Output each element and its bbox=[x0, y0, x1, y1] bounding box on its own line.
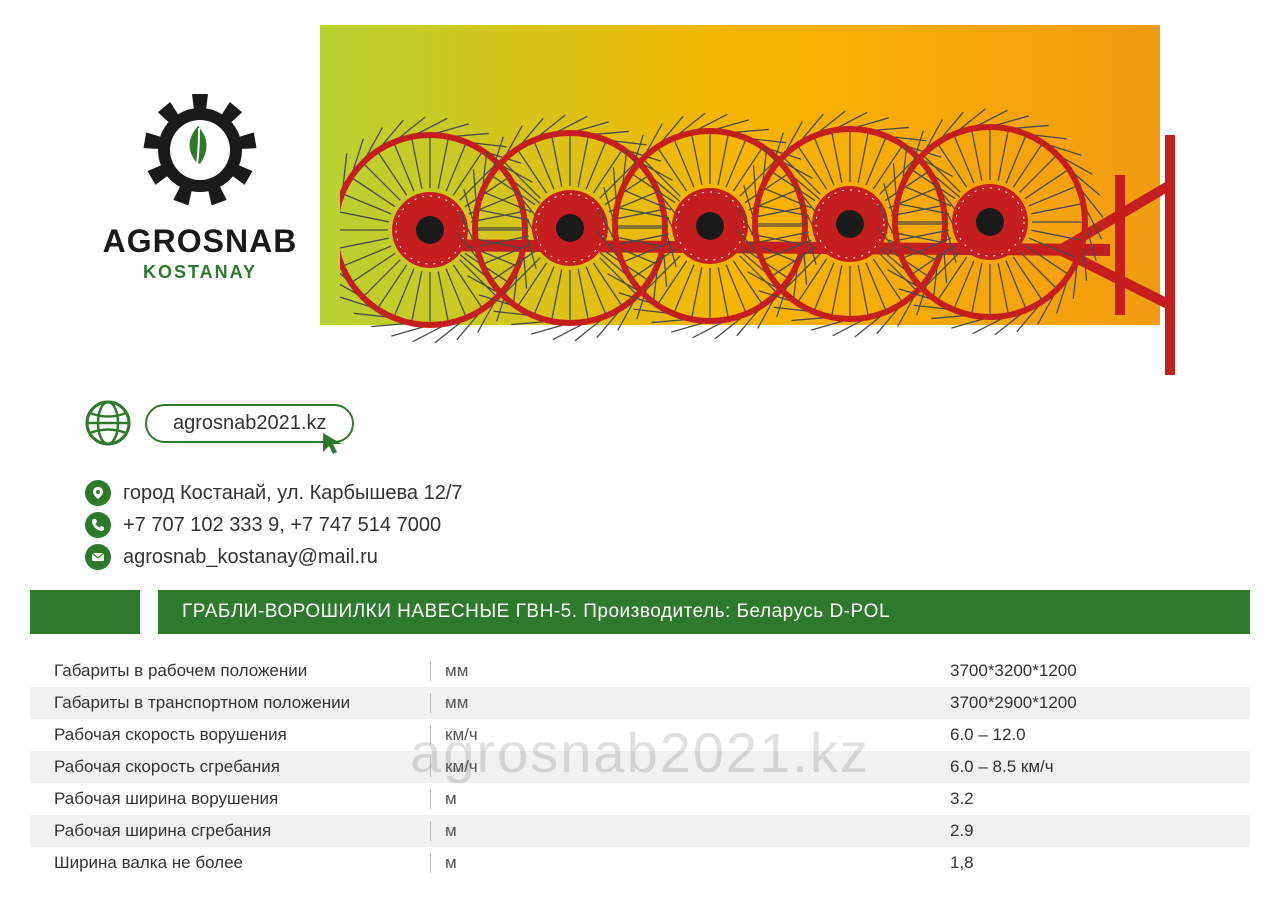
product-title-text: ГРАБЛИ-ВОРОШИЛКИ НАВЕСНЫЕ ГВН-5. Произво… bbox=[182, 601, 890, 623]
spec-value: 6.0 – 12.0 bbox=[570, 725, 1250, 745]
spec-value: 2.9 bbox=[570, 821, 1250, 841]
spec-unit: м bbox=[430, 789, 570, 809]
spec-value: 3.2 bbox=[570, 789, 1250, 809]
title-accent bbox=[30, 590, 140, 634]
product-title-bar: ГРАБЛИ-ВОРОШИЛКИ НАВЕСНЫЕ ГВН-5. Произво… bbox=[158, 590, 1250, 634]
spec-name: Рабочая ширина ворушения bbox=[30, 789, 430, 809]
spec-unit: мм bbox=[430, 693, 570, 713]
logo-title: AGROSNAB bbox=[85, 223, 315, 260]
contact-phone-line: +7 707 102 333 9, +7 747 514 7000 bbox=[85, 512, 463, 538]
website-row: agrosnab2021.kz bbox=[85, 400, 354, 446]
spec-name: Габариты в рабочем положении bbox=[30, 661, 430, 681]
phone-text: +7 707 102 333 9, +7 747 514 7000 bbox=[123, 514, 441, 537]
spec-value: 6.0 – 8.5 км/ч bbox=[570, 757, 1250, 777]
spec-name: Рабочая ширина сгребания bbox=[30, 821, 430, 841]
phone-icon bbox=[85, 512, 111, 538]
table-row: Габариты в рабочем положениимм3700*3200*… bbox=[30, 655, 1250, 687]
spec-unit: км/ч bbox=[430, 725, 570, 745]
contact-block: город Костанай, ул. Карбышева 12/7 +7 70… bbox=[85, 480, 463, 576]
title-bar: ГРАБЛИ-ВОРОШИЛКИ НАВЕСНЫЕ ГВН-5. Произво… bbox=[0, 590, 1280, 634]
contact-address-line: город Костанай, ул. Карбышева 12/7 bbox=[85, 480, 463, 506]
spec-unit: м bbox=[430, 853, 570, 873]
product-image bbox=[340, 55, 1200, 405]
gear-icon bbox=[140, 90, 260, 210]
location-icon bbox=[85, 480, 111, 506]
cursor-icon bbox=[320, 430, 348, 458]
address-text: город Костанай, ул. Карбышева 12/7 bbox=[123, 482, 463, 505]
spec-table: Габариты в рабочем положениимм3700*3200*… bbox=[30, 655, 1250, 879]
table-row: Рабочая ширина сгребаниям2.9 bbox=[30, 815, 1250, 847]
email-text: agrosnab_kostanay@mail.ru bbox=[123, 546, 378, 569]
table-row: Габариты в транспортном положениимм3700*… bbox=[30, 687, 1250, 719]
logo-subtitle: KOSTANAY bbox=[85, 262, 315, 283]
table-row: Рабочая скорость сгребаниякм/ч6.0 – 8.5 … bbox=[30, 751, 1250, 783]
spec-unit: мм bbox=[430, 661, 570, 681]
spec-unit: м bbox=[430, 821, 570, 841]
table-row: Рабочая ширина ворушениям3.2 bbox=[30, 783, 1250, 815]
spec-value: 3700*3200*1200 bbox=[570, 661, 1250, 681]
spec-unit: км/ч bbox=[430, 757, 570, 777]
spec-name: Ширина валка не более bbox=[30, 853, 430, 873]
globe-icon bbox=[85, 400, 131, 446]
email-icon bbox=[85, 544, 111, 570]
spec-value: 1,8 bbox=[570, 853, 1250, 873]
website-text: agrosnab2021.kz bbox=[173, 412, 326, 434]
contact-email-line: agrosnab_kostanay@mail.ru bbox=[85, 544, 463, 570]
spec-name: Рабочая скорость ворушения bbox=[30, 725, 430, 745]
company-logo: AGROSNAB KOSTANAY bbox=[85, 90, 315, 283]
spec-value: 3700*2900*1200 bbox=[570, 693, 1250, 713]
spec-name: Рабочая скорость сгребания bbox=[30, 757, 430, 777]
table-row: Ширина валка не болеем1,8 bbox=[30, 847, 1250, 879]
spec-name: Габариты в транспортном положении bbox=[30, 693, 430, 713]
table-row: Рабочая скорость ворушениякм/ч6.0 – 12.0 bbox=[30, 719, 1250, 751]
